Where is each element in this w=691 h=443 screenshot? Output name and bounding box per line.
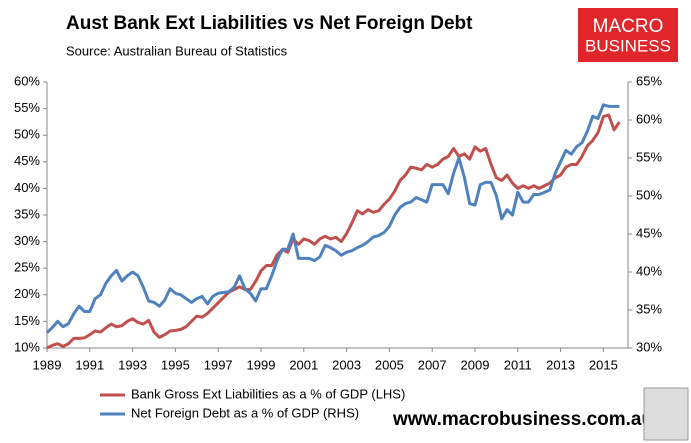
y-tick-label: 45%	[14, 153, 40, 168]
x-tick-label: 1999	[247, 357, 276, 372]
y2-tick-label: 60%	[636, 111, 662, 126]
x-tick-label: 1993	[118, 357, 147, 372]
x-tick-label: 2009	[461, 357, 490, 372]
y-tick-label: 25%	[14, 260, 40, 275]
chart-title: Aust Bank Ext Liabilities vs Net Foreign…	[66, 13, 473, 34]
y2-tick-label: 35%	[636, 301, 662, 316]
logo-text: BUSINESS	[585, 36, 671, 55]
x-tick-label: 1997	[204, 357, 233, 372]
legend-label: Net Foreign Debt as a % of GDP (RHS)	[131, 405, 359, 420]
logo-text: MACRO	[593, 16, 664, 37]
x-tick-label: 2007	[418, 357, 447, 372]
y-tick-label: 60%	[14, 73, 40, 88]
x-tick-label: 2005	[375, 357, 404, 372]
legend-label: Bank Gross Ext Liabilities as a % of GDP…	[131, 386, 405, 401]
y-tick-label: 30%	[14, 233, 40, 248]
y-tick-label: 20%	[14, 286, 40, 301]
y2-tick-label: 30%	[636, 339, 662, 354]
y-tick-label: 35%	[14, 206, 40, 221]
website: www.macrobusiness.com.au	[392, 409, 653, 430]
x-tick-label: 2001	[289, 357, 318, 372]
y-tick-label: 40%	[14, 180, 40, 195]
y-tick-label: 55%	[14, 100, 40, 115]
x-tick-label: 1991	[75, 357, 104, 372]
x-tick-label: 2011	[504, 357, 532, 372]
x-tick-label: 1989	[33, 357, 62, 372]
x-tick-label: 2015	[589, 357, 618, 372]
y2-tick-label: 45%	[636, 225, 662, 240]
y-tick-label: 50%	[14, 127, 40, 142]
y-tick-label: 15%	[14, 313, 40, 328]
series-line	[46, 113, 621, 350]
y2-tick-label: 50%	[636, 187, 662, 202]
wolf-icon	[643, 387, 689, 441]
y2-tick-label: 55%	[636, 149, 662, 164]
x-tick-label: 2003	[332, 357, 361, 372]
y2-tick-label: 40%	[636, 263, 662, 278]
y-tick-label: 10%	[14, 339, 40, 354]
series-line	[45, 103, 620, 334]
logo-box	[578, 8, 678, 62]
y2-tick-label: 65%	[636, 73, 662, 88]
x-tick-label: 2013	[546, 357, 575, 372]
x-tick-label: 1995	[161, 357, 190, 372]
chart-subtitle: Source: Australian Bureau of Statistics	[66, 43, 288, 58]
